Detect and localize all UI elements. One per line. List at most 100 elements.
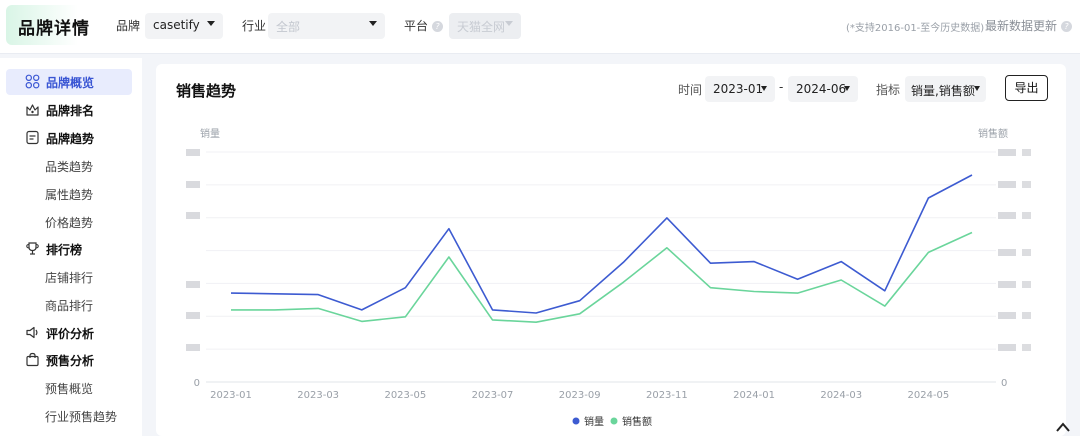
left-axis-label: 销量 bbox=[200, 127, 220, 140]
hidden-tick-label bbox=[1022, 344, 1031, 351]
history-note: (*支持2016-01-至今历史数据) bbox=[846, 23, 985, 34]
sidebar-item-label: 行业预售趋势 bbox=[45, 410, 118, 424]
hidden-tick-label bbox=[998, 312, 1016, 319]
sidebar-item-price-trend[interactable]: 价格趋势 bbox=[6, 209, 132, 235]
platform-label: 平台? bbox=[404, 17, 444, 34]
end-date-select[interactable]: 2024-06 bbox=[788, 76, 858, 102]
sidebar-item-store-ranking[interactable]: 店铺排行 bbox=[6, 264, 132, 290]
export-button[interactable]: 导出 bbox=[1005, 75, 1048, 101]
hidden-tick-label bbox=[998, 281, 1016, 288]
hidden-tick-label bbox=[1022, 281, 1031, 288]
chart-grid bbox=[206, 151, 996, 383]
card-title: 销售趋势 bbox=[176, 82, 237, 100]
sidebar-item-brand-trend[interactable]: 品牌趋势 bbox=[6, 125, 132, 151]
chevron-down-icon bbox=[974, 86, 980, 91]
hidden-tick-label bbox=[998, 249, 1016, 256]
sidebar-item-brand-ranking[interactable]: 品牌排名 bbox=[6, 97, 132, 123]
hidden-tick-label bbox=[186, 212, 200, 219]
chevron-up-icon[interactable] bbox=[1055, 420, 1071, 434]
series-line-sales-amount[interactable] bbox=[231, 231, 973, 324]
sales-trend-chart: 2023-01 2023-03 2023-05 2023-07 2023-09 2023-… bbox=[186, 127, 1031, 428]
chart-legend: 销量 销售额 bbox=[572, 415, 652, 428]
brand-label: 品牌 bbox=[116, 19, 141, 33]
x-tick-label: 2023-01 bbox=[210, 390, 252, 401]
chevron-down-icon bbox=[207, 21, 215, 26]
hidden-tick-label bbox=[998, 212, 1016, 219]
sidebar-item-presale-overview[interactable]: 预售概览 bbox=[6, 375, 132, 401]
hidden-tick-label bbox=[186, 344, 200, 351]
hidden-tick-label bbox=[998, 181, 1016, 188]
left-zero-label: 0 bbox=[194, 378, 200, 389]
legend-label-sales-amount[interactable]: 销售额 bbox=[622, 415, 652, 428]
chevron-down-icon bbox=[844, 86, 850, 91]
start-date-select[interactable]: 2023-01 bbox=[705, 76, 775, 102]
hidden-tick-label bbox=[1022, 249, 1031, 256]
x-tick-label: 2023-05 bbox=[384, 390, 426, 401]
industry-select-placeholder: 全部 bbox=[276, 20, 301, 34]
hidden-tick-label bbox=[1022, 181, 1031, 188]
x-tick-label: 2024-05 bbox=[908, 390, 950, 401]
legend-label-sales-volume[interactable]: 销量 bbox=[584, 415, 604, 428]
sidebar-item-label: 价格趋势 bbox=[45, 216, 94, 230]
sidebar-item-presale-analysis[interactable]: 预售分析 bbox=[6, 347, 132, 373]
latest-update: 最新数据更新? bbox=[985, 17, 1073, 34]
help-icon[interactable]: ? bbox=[1061, 21, 1073, 32]
sidebar-item-brand-overview[interactable]: 品牌概览 bbox=[6, 69, 132, 95]
start-date-value: 2023-01 bbox=[713, 82, 764, 96]
legend-dot-sales-amount bbox=[610, 417, 618, 425]
bag-icon bbox=[26, 352, 39, 367]
sidebar-item-label: 属性趋势 bbox=[45, 188, 94, 202]
hidden-tick-label bbox=[998, 149, 1016, 156]
legend-dot-sales-volume bbox=[572, 417, 580, 425]
metric-select[interactable]: 销量,销售额 bbox=[905, 76, 986, 102]
platform-select-value: 天猫全网 bbox=[457, 20, 506, 34]
sidebar-item-label: 品类趋势 bbox=[45, 160, 94, 174]
date-range-dash: - bbox=[779, 80, 784, 94]
sidebar-nav: 品牌概览 品牌排名 品牌趋势 品类趋势 属性趋势 价格趋势 排行榜 bbox=[0, 58, 142, 436]
series-line-sales-volume[interactable] bbox=[230, 174, 973, 314]
x-tick-label: 2023-09 bbox=[559, 390, 601, 401]
crown-icon bbox=[26, 104, 39, 116]
doc-icon bbox=[26, 130, 39, 145]
industry-label: 行业 bbox=[242, 19, 267, 33]
metric-label: 指标 bbox=[876, 83, 901, 97]
hidden-tick-label bbox=[1022, 149, 1031, 156]
chevron-down-icon bbox=[761, 86, 767, 91]
hidden-tick-label bbox=[186, 149, 200, 156]
hidden-tick-label bbox=[186, 312, 200, 319]
brand-select[interactable]: casetify bbox=[145, 13, 223, 39]
sidebar-item-label: 评价分析 bbox=[46, 327, 95, 341]
platform-select[interactable]: 天猫全网 bbox=[449, 13, 521, 39]
right-zero-label: 0 bbox=[1001, 378, 1007, 389]
time-label: 时间 bbox=[678, 83, 703, 97]
x-tick-label: 2023-11 bbox=[646, 390, 688, 401]
hidden-tick-label bbox=[1022, 212, 1031, 219]
sidebar-item-label: 商品排行 bbox=[45, 299, 94, 313]
grid-icon bbox=[25, 74, 40, 89]
sidebar-item-review-analysis[interactable]: 评价分析 bbox=[6, 320, 132, 346]
speaker-icon bbox=[26, 326, 38, 339]
page-title: 品牌详情 bbox=[18, 19, 90, 39]
chevron-down-icon bbox=[505, 21, 513, 26]
sidebar-item-label: 预售分析 bbox=[46, 354, 95, 368]
sidebar-item-category-trend[interactable]: 品类趋势 bbox=[6, 153, 132, 179]
x-tick-label: 2023-03 bbox=[297, 390, 339, 401]
brand-select-value: casetify bbox=[153, 18, 200, 32]
sidebar-item-leaderboard[interactable]: 排行榜 bbox=[6, 236, 132, 262]
hidden-tick-label bbox=[1022, 312, 1031, 319]
sidebar-item-label: 店铺排行 bbox=[45, 271, 94, 285]
sidebar-item-label: 品牌概览 bbox=[46, 76, 95, 90]
x-tick-label: 2023-07 bbox=[472, 390, 514, 401]
sidebar-item-attribute-trend[interactable]: 属性趋势 bbox=[6, 181, 132, 207]
end-date-value: 2024-06 bbox=[796, 82, 847, 96]
right-axis-label: 销售额 bbox=[978, 127, 1008, 140]
sidebar-item-label: 品牌趋势 bbox=[46, 132, 95, 146]
sidebar-item-label: 预售概览 bbox=[45, 382, 94, 396]
industry-select[interactable]: 全部 bbox=[268, 13, 385, 39]
sidebar-item-product-ranking[interactable]: 商品排行 bbox=[6, 292, 132, 318]
chart-series bbox=[230, 174, 973, 324]
hidden-tick-label bbox=[998, 344, 1016, 351]
sidebar-item-industry-presale-trend[interactable]: 行业预售趋势 bbox=[6, 403, 132, 429]
top-header: 品牌详情 品牌 casetify 行业 全部 平台? 天猫全网 (*支持2016… bbox=[0, 0, 1080, 54]
help-icon[interactable]: ? bbox=[432, 21, 444, 32]
